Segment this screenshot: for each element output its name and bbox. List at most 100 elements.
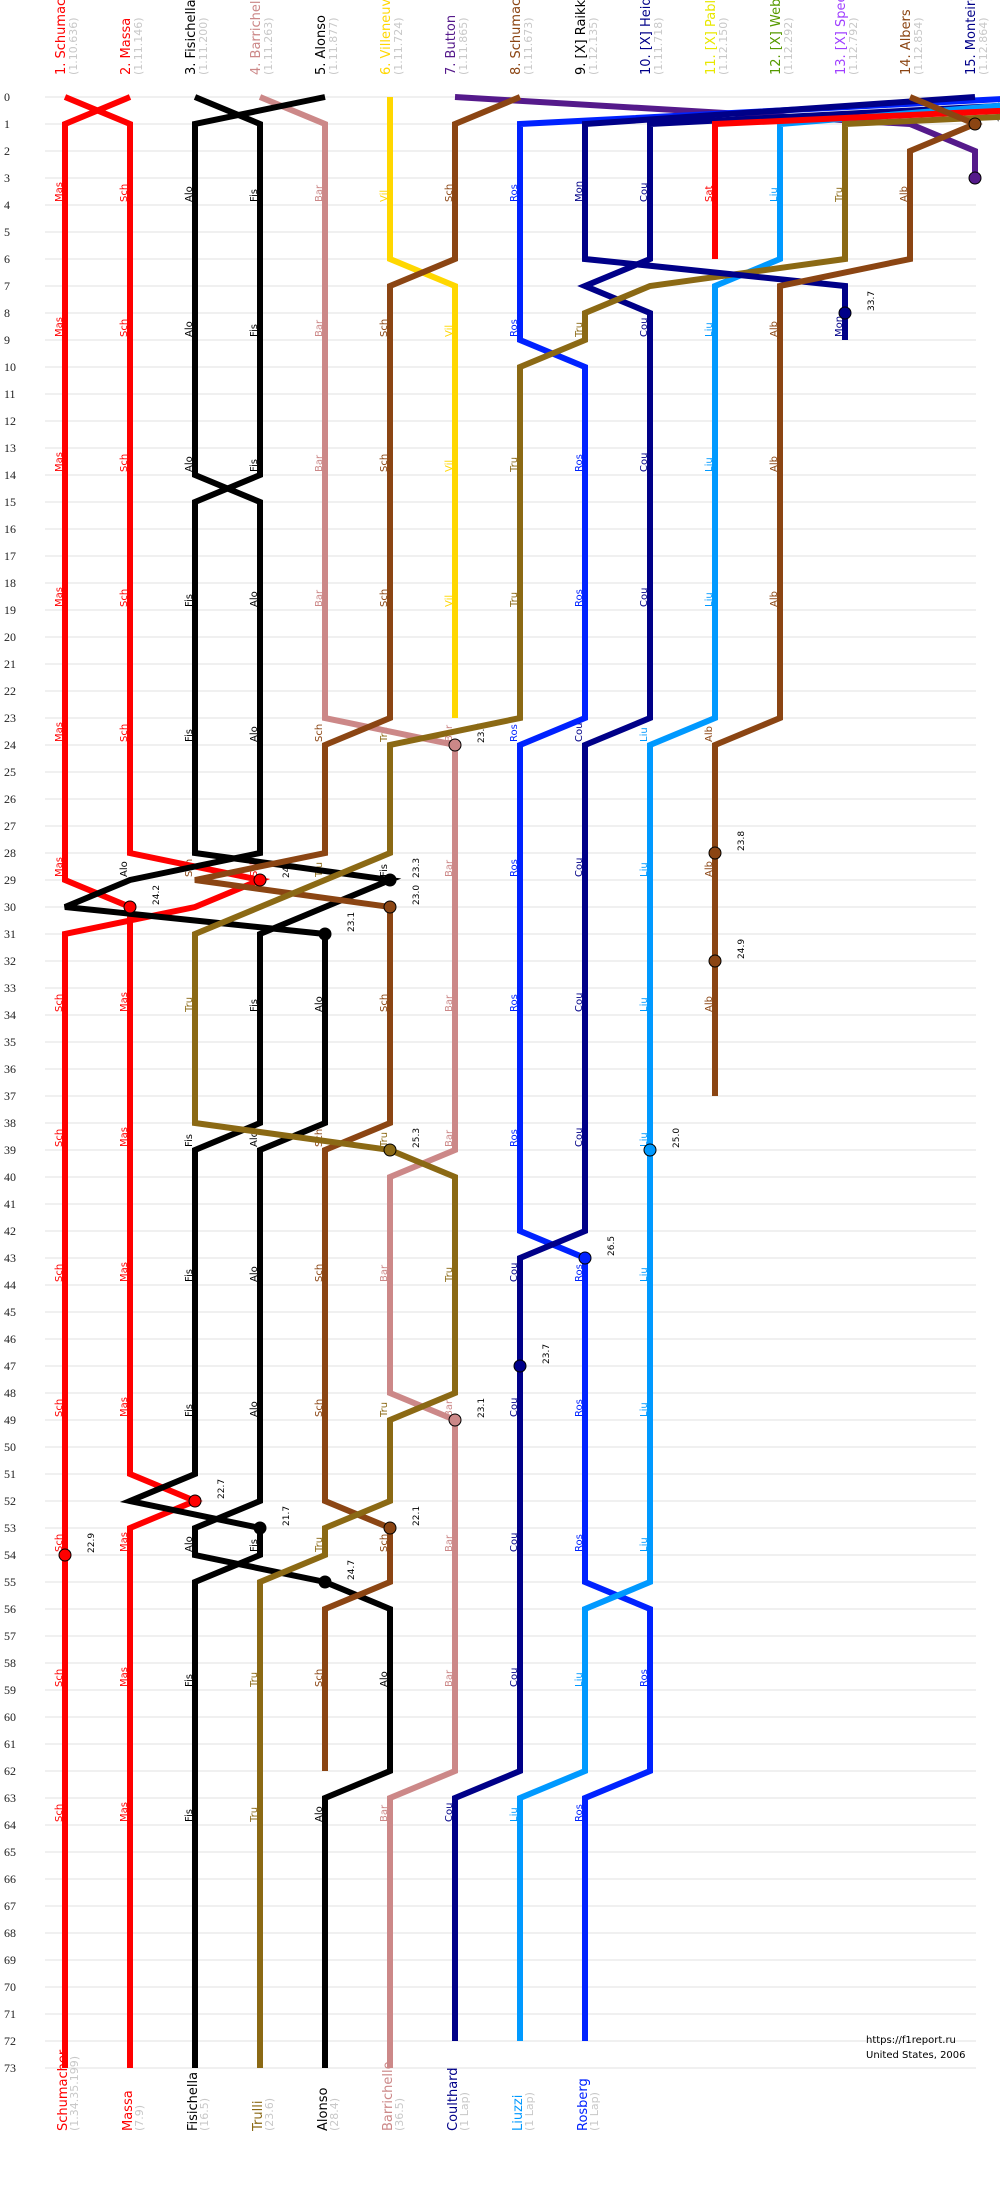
lap-number: 29	[4, 873, 16, 887]
position-label: Cou	[574, 858, 585, 877]
pit-stop-marker	[448, 1413, 462, 1427]
position-label: Sch	[119, 724, 130, 742]
lap-number: 21	[4, 657, 16, 671]
position-label: Tru	[184, 997, 195, 1013]
position-label: Mas	[54, 317, 65, 337]
pit-stop-marker	[968, 117, 982, 131]
position-label: Tru	[314, 1537, 325, 1553]
pit-stop-marker	[708, 846, 722, 860]
pit-stop-time: 24.7	[347, 1560, 357, 1580]
pit-stop-time: 26.5	[607, 1236, 617, 1256]
position-label: Liu	[704, 322, 715, 337]
finish-driver-name: Fisichella	[186, 2072, 201, 2131]
position-label: Fis	[184, 1674, 195, 1687]
lap-number: 1	[4, 117, 10, 131]
position-label: Bar	[314, 184, 325, 202]
pit-time-labels: 24 22.9 24.2 22.7 23.3 21.7 23.7 23.1 23.1 24.7 23…	[87, 102, 1000, 1580]
position-label: Mas	[119, 1262, 130, 1282]
position-label: Ros	[574, 1804, 585, 1822]
driver-line-mon	[582, 94, 976, 340]
lap-number: 60	[4, 1710, 16, 1724]
lap-number: 28	[4, 846, 16, 860]
grid-driver-name: 7. Button	[444, 15, 459, 75]
lap-number: 68	[4, 1926, 16, 1940]
lap-number: 11	[4, 387, 16, 401]
driver-line-cou	[452, 102, 1000, 2041]
driver-lines	[62, 94, 1000, 2068]
driver-line-sch	[194, 94, 522, 1771]
lap-number: 38	[4, 1116, 16, 1130]
position-label: Ros	[509, 724, 520, 742]
position-label: Bar	[314, 454, 325, 472]
position-label: Sch	[119, 319, 130, 337]
grid-driver-name: 5. Alonso	[314, 15, 329, 75]
pit-stop-marker	[123, 900, 137, 914]
position-label: Liu	[509, 1807, 520, 1822]
lap-number: 17	[4, 549, 16, 563]
grid-driver-name: 9. [X] Raikkonen	[574, 0, 589, 75]
lap-number: 2	[4, 144, 10, 158]
position-label: Bar	[444, 1129, 455, 1147]
lap-number: 46	[4, 1332, 16, 1346]
position-label: Sch	[54, 994, 65, 1012]
position-label: Sch	[54, 1669, 65, 1687]
position-label: Mas	[119, 1667, 130, 1687]
position-label: Vil	[379, 190, 390, 202]
grid-driver-name: 8. Schumacher	[509, 0, 524, 75]
lap-number: 7	[4, 279, 10, 293]
position-label: Mas	[54, 182, 65, 202]
driver-line-sch	[62, 94, 271, 2068]
grid-qualifying-time: (1.12.854)	[912, 17, 925, 75]
lap-number: 19	[4, 603, 16, 617]
position-label: Liu	[639, 1132, 650, 1147]
grid-driver-name: 13. [X] Speed	[834, 0, 849, 75]
position-label: Mas	[54, 452, 65, 472]
position-label: Alb	[704, 726, 715, 742]
position-label: Mas	[119, 992, 130, 1012]
position-label: Cou	[509, 1668, 520, 1687]
pit-stop-marker	[383, 900, 397, 914]
lap-number: 57	[4, 1629, 16, 1643]
position-label: Cou	[574, 1128, 585, 1147]
lap-number: 13	[4, 441, 16, 455]
position-label: Ros	[509, 994, 520, 1012]
pit-stop-marker	[838, 306, 852, 320]
pit-stop-marker	[253, 1521, 267, 1535]
position-label: Cou	[574, 723, 585, 742]
position-label: Fis	[249, 324, 260, 337]
lap-number: 42	[4, 1224, 16, 1238]
position-label: Bar	[314, 589, 325, 607]
grid-driver-name: 14. Albers	[899, 9, 914, 75]
lap-number: 51	[4, 1467, 16, 1481]
lap-number: 67	[4, 1899, 16, 1913]
position-label: Ros	[509, 184, 520, 202]
pit-stop-marker	[58, 1548, 72, 1562]
pit-stop-time: 23.7	[477, 723, 487, 743]
lap-number: 44	[4, 1278, 16, 1292]
lap-number: 66	[4, 1872, 16, 1886]
grid-qualifying-time: (1.11.146)	[132, 17, 145, 75]
position-label: Alb	[899, 186, 910, 202]
lap-number: 16	[4, 522, 16, 536]
position-label: Sch	[54, 1804, 65, 1822]
position-label: Alo	[119, 861, 130, 877]
position-label: Vil	[444, 325, 455, 337]
lap-number: 6	[4, 252, 10, 266]
position-label: Fis	[184, 729, 195, 742]
pit-stop-marker	[708, 954, 722, 968]
driver-line-tru	[192, 113, 1000, 2068]
lap-number: 48	[4, 1386, 16, 1400]
lap-number: 71	[4, 2007, 16, 2021]
driver-line-sat	[712, 107, 1000, 259]
lap-number: 32	[4, 954, 16, 968]
grid-driver-name: 15. Monteiro	[964, 0, 979, 75]
lap-number: 30	[4, 900, 16, 914]
lap-number: 73	[4, 2061, 16, 2075]
pit-stop-time: 21.7	[282, 1506, 292, 1526]
pit-markers	[58, 117, 982, 1589]
lap-number: 53	[4, 1521, 16, 1535]
finish-driver-name: Coulthard	[446, 2067, 461, 2131]
position-label: Ros	[574, 1399, 585, 1417]
grid-qualifying-time: (1.12.792)	[847, 17, 860, 75]
position-label: Tru	[509, 592, 520, 608]
